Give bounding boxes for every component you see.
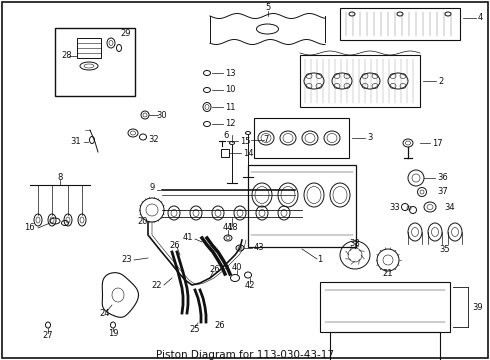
- Text: 21: 21: [383, 269, 393, 278]
- Text: 13: 13: [225, 68, 236, 77]
- Text: 14: 14: [243, 148, 253, 158]
- Text: 26: 26: [215, 320, 225, 329]
- Text: 16: 16: [24, 224, 35, 233]
- Text: 9: 9: [150, 184, 155, 193]
- Text: 22: 22: [151, 280, 162, 289]
- Text: 26: 26: [210, 266, 220, 274]
- Text: 3: 3: [367, 134, 372, 143]
- Text: 44: 44: [223, 224, 233, 233]
- Text: 37: 37: [437, 188, 448, 197]
- Text: 34: 34: [444, 202, 455, 211]
- Text: 17: 17: [432, 139, 442, 148]
- Text: 33: 33: [389, 202, 400, 211]
- Text: 18: 18: [227, 224, 237, 233]
- Bar: [320, 282, 450, 332]
- Text: 15: 15: [240, 136, 250, 145]
- Text: 23: 23: [122, 256, 132, 265]
- Bar: [340, 8, 460, 40]
- Text: Piston Diagram for 113-030-43-17: Piston Diagram for 113-030-43-17: [156, 350, 334, 360]
- Text: 11: 11: [225, 103, 236, 112]
- Text: 2: 2: [438, 77, 443, 85]
- Text: 32: 32: [148, 135, 159, 144]
- Text: 31: 31: [71, 138, 81, 147]
- Text: 39: 39: [472, 302, 483, 311]
- Text: 1: 1: [318, 255, 322, 264]
- Text: 12: 12: [225, 120, 236, 129]
- Text: 24: 24: [100, 309, 110, 318]
- Text: 42: 42: [245, 280, 255, 289]
- Text: 19: 19: [108, 328, 118, 338]
- Text: 28: 28: [61, 51, 72, 60]
- Bar: [254, 118, 349, 158]
- Text: 43: 43: [254, 243, 265, 252]
- Text: 35: 35: [440, 246, 450, 255]
- Text: 4: 4: [478, 13, 483, 22]
- Bar: [77, 38, 101, 58]
- Text: 7: 7: [263, 135, 269, 144]
- Bar: [55, 28, 135, 96]
- Text: 40: 40: [232, 264, 242, 273]
- Text: 27: 27: [43, 330, 53, 339]
- Text: 30: 30: [157, 111, 167, 120]
- Text: 8: 8: [57, 174, 63, 183]
- Bar: [248, 165, 356, 247]
- Text: 36: 36: [437, 174, 448, 183]
- Text: 20: 20: [138, 217, 148, 226]
- Text: 10: 10: [225, 85, 236, 94]
- Text: 29: 29: [121, 28, 131, 37]
- Text: 41: 41: [182, 233, 193, 242]
- Bar: [221, 149, 229, 157]
- Text: 38: 38: [350, 238, 360, 248]
- Text: 6: 6: [223, 130, 229, 139]
- Text: 25: 25: [190, 325, 200, 334]
- Text: 5: 5: [265, 4, 270, 13]
- Bar: [300, 55, 420, 107]
- Bar: [330, 332, 440, 360]
- Text: 26: 26: [170, 240, 180, 249]
